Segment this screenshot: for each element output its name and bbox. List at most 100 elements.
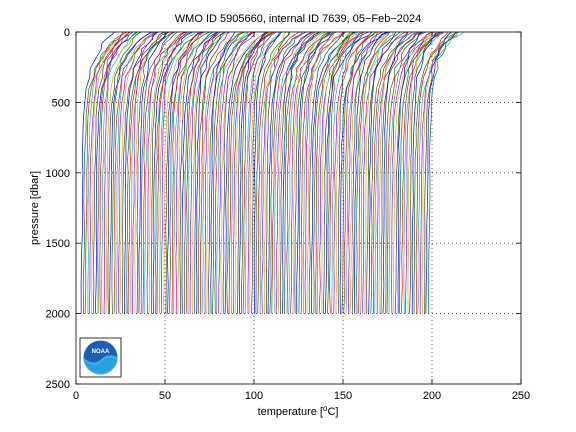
profile-line [156, 31, 188, 314]
profile-line [159, 31, 197, 314]
profile-line [101, 31, 139, 314]
profile-line [313, 31, 354, 314]
profile-line [80, 31, 115, 314]
profile-line [306, 31, 336, 314]
profile-line [325, 31, 372, 314]
profile-line [111, 31, 142, 314]
profile-line [220, 31, 269, 314]
profile-line [165, 31, 211, 314]
y-tick-label: 1000 [46, 168, 70, 180]
profile-line [244, 31, 283, 314]
profile-line [329, 31, 354, 314]
profile-line [321, 31, 359, 314]
profile-line [253, 31, 280, 314]
profile-line [403, 31, 445, 314]
x-axis-label-prefix: temperature [ [258, 406, 323, 418]
profile-line [331, 31, 362, 314]
profile-line [409, 31, 437, 314]
y-tick-label: 2500 [46, 379, 70, 391]
x-axis-label: temperature [oC] [258, 404, 339, 418]
profile-line [407, 31, 432, 314]
profile-line [364, 31, 397, 314]
axes-frame [75, 31, 522, 385]
profile-line [282, 31, 321, 314]
profile-line [238, 31, 267, 314]
profile-line [171, 31, 199, 314]
profile-line [411, 31, 440, 314]
profile-line [257, 31, 300, 314]
profile-line [286, 31, 331, 314]
profile-line [234, 31, 266, 314]
profile-line [424, 31, 456, 314]
profile-line [275, 31, 320, 314]
profile-line [304, 31, 334, 314]
profile-line [222, 31, 253, 314]
profile-line [421, 31, 453, 314]
profile-line [368, 31, 397, 314]
profile-line [187, 31, 230, 314]
profile-line [142, 31, 185, 314]
profile-line [196, 31, 227, 314]
profile-line [185, 31, 218, 314]
profile-line [428, 31, 457, 314]
profile-line [194, 31, 221, 314]
profile-line [372, 31, 420, 314]
profile-line [284, 31, 320, 314]
profile-line [103, 31, 129, 314]
profile-line [99, 31, 124, 314]
profile-line [204, 31, 245, 314]
profile-line [150, 31, 186, 314]
profile-line [109, 31, 152, 314]
profile-line [278, 31, 327, 314]
y-tick-label: 500 [52, 97, 70, 109]
profile-line [218, 31, 256, 314]
profile-line [136, 31, 165, 314]
profile-line [358, 31, 391, 314]
profile-line [237, 31, 266, 314]
profile-line [263, 31, 287, 314]
profile-line [337, 31, 364, 314]
profile-line [343, 31, 373, 314]
profile-line [175, 31, 205, 314]
profile-line [292, 31, 326, 314]
x-axis-label-suffix: C] [327, 406, 338, 418]
profile-line [179, 31, 213, 314]
profile-line [113, 31, 156, 314]
noaa-logo: NOAA [79, 337, 122, 378]
profile-line [241, 31, 273, 314]
profile-line [300, 31, 344, 314]
y-tick-label: 2000 [46, 309, 70, 321]
profile-line [216, 31, 249, 314]
profile-line [210, 31, 235, 314]
profile-line [341, 31, 377, 314]
profile-line [266, 31, 291, 314]
profile-line [119, 31, 157, 314]
profile-line [249, 31, 281, 314]
profile-line [374, 31, 417, 314]
profile-line [298, 31, 332, 314]
profile-line [267, 31, 312, 314]
profile-line [413, 31, 459, 314]
profile-line [366, 31, 406, 314]
profile-line [417, 31, 464, 314]
profile-line [138, 31, 169, 314]
profile-line [214, 31, 252, 314]
profile-line [302, 31, 346, 314]
profile-line [360, 31, 394, 314]
profile-line [385, 31, 427, 314]
profile-line [173, 31, 215, 314]
profile-line [122, 31, 170, 314]
y-axis-label: pressure [dbar] [29, 171, 41, 245]
y-tick-label: 1500 [46, 238, 70, 250]
x-tick-label: 150 [334, 390, 352, 402]
profile-line [87, 31, 127, 314]
profile-line [105, 31, 141, 314]
y-tick-label: 0 [64, 27, 70, 39]
profile-line [425, 31, 451, 314]
profile-line [405, 31, 432, 314]
profile-line [84, 31, 128, 314]
profile-line [251, 31, 282, 314]
profile-line [247, 31, 277, 314]
profile-line [91, 31, 126, 314]
profile-line [356, 31, 401, 314]
